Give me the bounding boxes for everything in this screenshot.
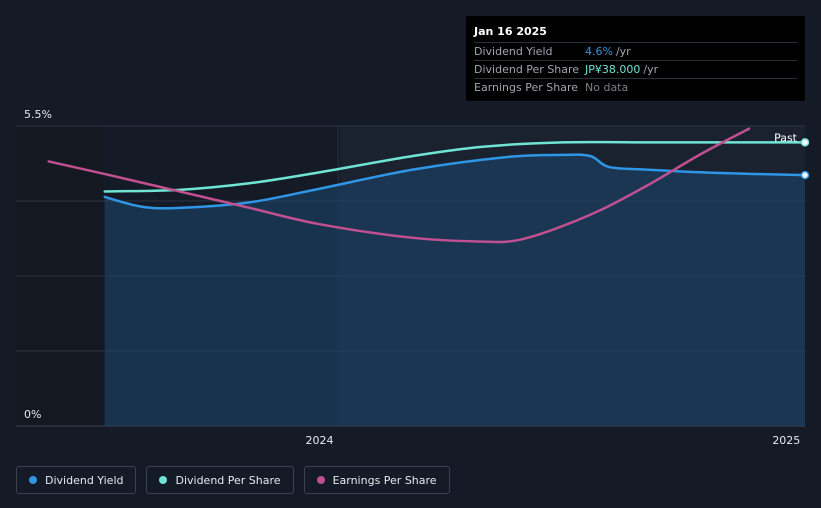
- legend-dot-icon: [159, 476, 168, 484]
- tooltip-row-dividend-per-share: Dividend Per Share JP¥38.000 /yr: [474, 60, 797, 78]
- tooltip-date: Jan 16 2025: [474, 25, 547, 38]
- legend-label: Dividend Yield: [45, 473, 124, 487]
- legend-dot-icon: [29, 476, 37, 484]
- chart-legend: Dividend Yield Dividend Per Share Earnin…: [16, 466, 450, 494]
- legend-item-earnings-per-share[interactable]: Earnings Per Share: [303, 466, 450, 494]
- tooltip-label: Dividend Yield: [474, 45, 553, 58]
- legend-label: Earnings Per Share: [332, 473, 437, 487]
- tooltip-unit: /yr: [643, 63, 659, 76]
- tooltip-value: JP¥38.000: [585, 63, 641, 76]
- tooltip-value: No data: [585, 81, 629, 94]
- y-tick-label: 5.5%: [24, 108, 52, 121]
- tooltip-row-earnings-per-share: Earnings Per Share No data: [474, 78, 797, 96]
- legend-dot-icon: [316, 476, 325, 484]
- series-end-marker-dividend-per-share: [800, 138, 810, 147]
- legend-label: Dividend Per Share: [175, 473, 281, 487]
- past-label: Past: [774, 131, 798, 144]
- tooltip-value: 4.6%: [585, 45, 613, 58]
- tooltip-label: Dividend Per Share: [474, 63, 580, 76]
- series-area-dividend-yield: [104, 154, 805, 426]
- x-tick-label: 2025: [772, 434, 800, 447]
- y-tick-label: 0%: [24, 408, 41, 421]
- series-line-earnings-per-share: [47, 127, 751, 244]
- series-end-marker-dividend-yield: [800, 170, 810, 180]
- series-line-dividend-per-share: [103, 140, 807, 193]
- tooltip-label: Earnings Per Share: [474, 81, 579, 94]
- legend-item-dividend-per-share[interactable]: Dividend Per Share: [146, 466, 294, 494]
- tooltip-row-dividend-yield: Dividend Yield 4.6% /yr: [474, 42, 797, 60]
- tooltip-unit: /yr: [615, 45, 631, 58]
- hover-tooltip: Jan 16 2025 Dividend Yield 4.6% /yr Divi…: [466, 16, 805, 101]
- legend-item-dividend-yield[interactable]: Dividend Yield: [16, 466, 137, 494]
- x-tick-label: 2024: [305, 434, 333, 447]
- series-line-dividend-yield: [103, 153, 807, 210]
